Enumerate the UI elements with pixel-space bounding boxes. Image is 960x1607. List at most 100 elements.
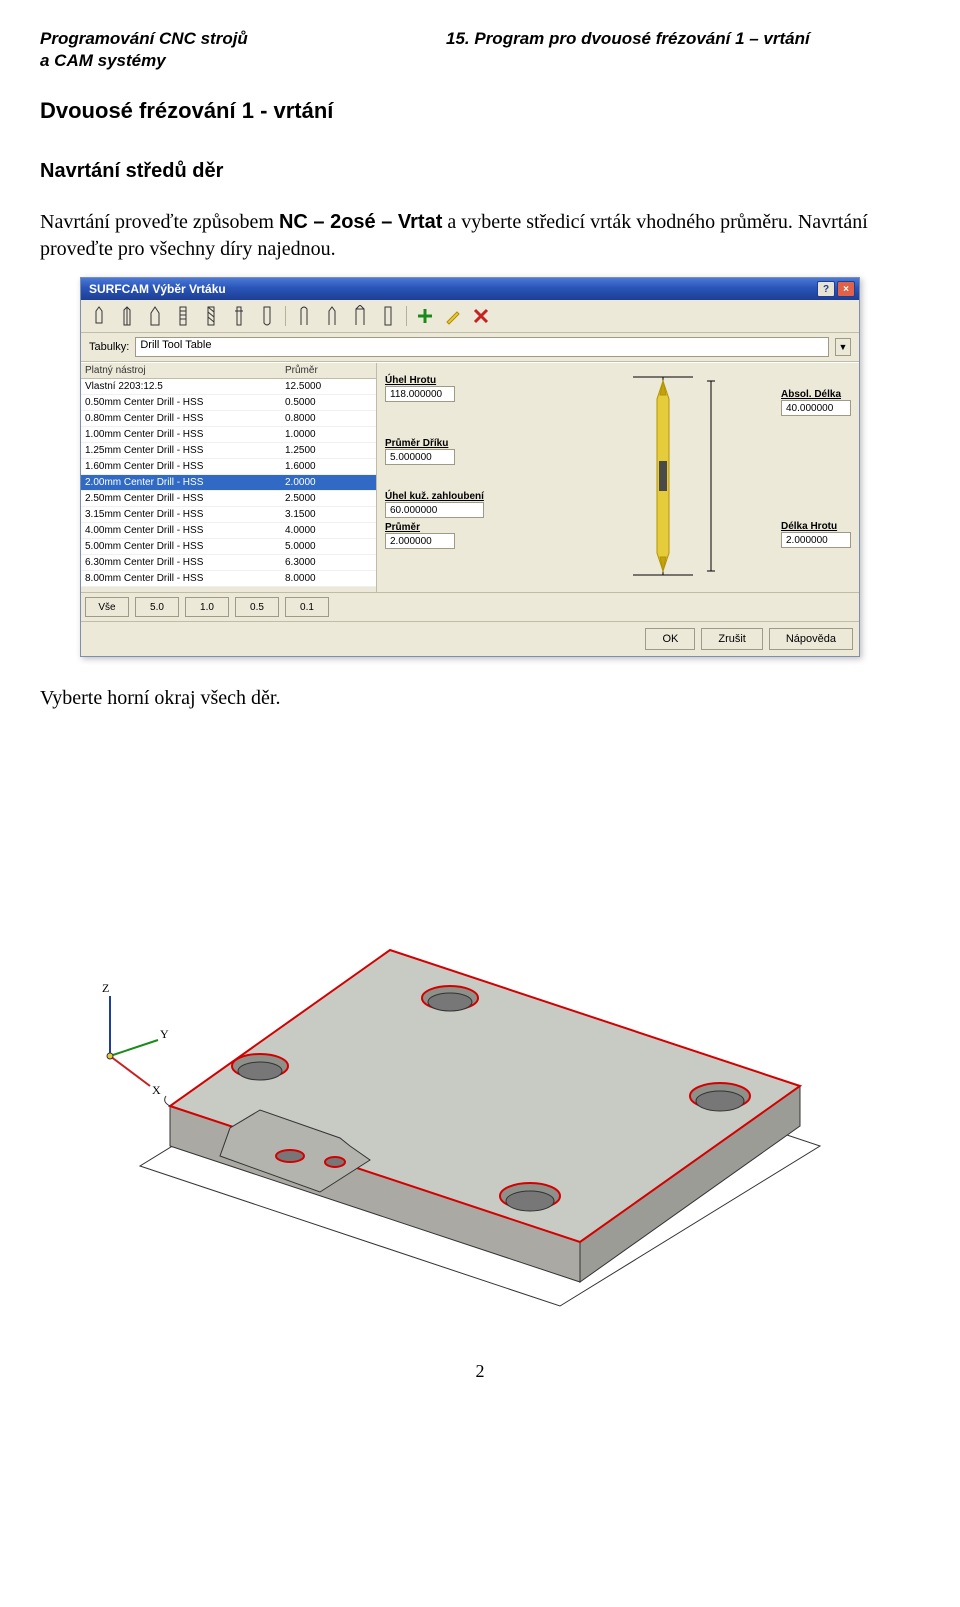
prumer-value[interactable]: 2.000000 [385, 533, 455, 549]
col-header-name[interactable]: Platný nástroj [85, 363, 285, 378]
tool-icon-5[interactable] [199, 304, 223, 328]
list-cell-name: 6.30mm Center Drill - HSS [85, 555, 285, 570]
prumer-label: Průměr [385, 522, 455, 533]
dialog-titlebar: SURFCAM Výběr Vrtáku ? × [81, 278, 859, 300]
abs-len-label: Absol. Délka [781, 389, 851, 400]
list-row[interactable]: 1.60mm Center Drill - HSS1.6000 [81, 459, 376, 475]
help-button[interactable]: ? [817, 281, 835, 297]
list-cell-dia: 0.5000 [285, 395, 365, 410]
edit-tool-icon[interactable] [441, 304, 465, 328]
list-row[interactable]: 4.00mm Center Drill - HSS4.0000 [81, 523, 376, 539]
list-row[interactable]: 6.30mm Center Drill - HSS6.3000 [81, 555, 376, 571]
filter-button[interactable]: Vše [85, 597, 129, 617]
shank-dia-value[interactable]: 5.000000 [385, 449, 455, 465]
page-header: Programování CNC strojů a CAM systémy 15… [40, 28, 920, 72]
tool-icon-1[interactable] [87, 304, 111, 328]
list-row[interactable]: 8.00mm Center Drill - HSS8.0000 [81, 571, 376, 587]
svg-text:Z: Z [102, 981, 109, 995]
list-body: Vlastní 2203:12.512.50000.50mm Center Dr… [81, 379, 376, 587]
list-cell-dia: 2.5000 [285, 491, 365, 506]
tool-icon-3[interactable] [143, 304, 167, 328]
delete-tool-icon[interactable] [469, 304, 493, 328]
list-cell-name: 2.00mm Center Drill - HSS [85, 475, 285, 490]
cone-angle-label: Úhel kuž. zahloubení [385, 491, 484, 502]
list-cell-dia: 1.6000 [285, 459, 365, 474]
list-cell-name: 8.00mm Center Drill - HSS [85, 571, 285, 586]
tables-row: Tabulky: Drill Tool Table ▼ [81, 333, 859, 362]
tip-len-value[interactable]: 2.000000 [781, 532, 851, 548]
close-button[interactable]: × [837, 281, 855, 297]
dialog-toolbar [81, 300, 859, 333]
svg-text:Y: Y [160, 1027, 169, 1041]
filter-button[interactable]: 0.5 [235, 597, 279, 617]
tables-select[interactable]: Drill Tool Table [135, 337, 829, 357]
tool-icon-10[interactable] [348, 304, 372, 328]
list-cell-name: 0.50mm Center Drill - HSS [85, 395, 285, 410]
list-header: Platný nástroj Průměr [81, 363, 376, 379]
list-cell-dia: 5.0000 [285, 539, 365, 554]
abs-len-value[interactable]: 40.000000 [781, 400, 851, 416]
shank-dia-label: Průměr Dříku [385, 438, 455, 449]
list-cell-name: 1.00mm Center Drill - HSS [85, 427, 285, 442]
toolbar-separator-1 [285, 306, 286, 326]
filter-button[interactable]: 1.0 [185, 597, 229, 617]
ok-button[interactable]: OK [645, 628, 695, 650]
tool-icon-11[interactable] [376, 304, 400, 328]
list-cell-dia: 2.0000 [285, 475, 365, 490]
body-nc: NC – 2osé – Vrtat [279, 211, 442, 233]
list-row[interactable]: 0.50mm Center Drill - HSS0.5000 [81, 395, 376, 411]
list-cell-name: 3.15mm Center Drill - HSS [85, 507, 285, 522]
cone-angle-value[interactable]: 60.000000 [385, 502, 484, 518]
tool-icon-4[interactable] [171, 304, 195, 328]
header-left: Programování CNC strojů a CAM systémy [40, 28, 436, 72]
list-row[interactable]: 0.80mm Center Drill - HSS0.8000 [81, 411, 376, 427]
list-cell-dia: 1.2500 [285, 443, 365, 458]
filter-button[interactable]: 5.0 [135, 597, 179, 617]
dialog-body: Platný nástroj Průměr Vlastní 2203:12.51… [81, 362, 859, 592]
dialog-actions: OK Zrušit Nápověda [81, 621, 859, 656]
list-row[interactable]: 2.50mm Center Drill - HSS2.5000 [81, 491, 376, 507]
list-row[interactable]: 2.00mm Center Drill - HSS2.0000 [81, 475, 376, 491]
col-header-dia[interactable]: Průměr [285, 363, 365, 378]
svg-text:X: X [152, 1083, 161, 1097]
tool-icon-7[interactable] [255, 304, 279, 328]
cancel-button[interactable]: Zrušit [701, 628, 763, 650]
tool-icon-6[interactable] [227, 304, 251, 328]
list-cell-name: 1.60mm Center Drill - HSS [85, 459, 285, 474]
tables-dropdown-arrow[interactable]: ▼ [835, 338, 851, 356]
body-pre: Navrtání proveďte způsobem [40, 211, 279, 233]
list-row[interactable]: 1.00mm Center Drill - HSS1.0000 [81, 427, 376, 443]
drill-select-dialog: SURFCAM Výběr Vrtáku ? × Tabulky: Drill … [80, 277, 860, 657]
tip-angle-label: Úhel Hrotu [385, 375, 455, 386]
list-row[interactable]: 5.00mm Center Drill - HSS5.0000 [81, 539, 376, 555]
tip-len-label: Délka Hrotu [781, 521, 851, 532]
header-left-line1: Programování CNC strojů [40, 29, 248, 48]
list-cell-dia: 1.0000 [285, 427, 365, 442]
list-cell-name: 5.00mm Center Drill - HSS [85, 539, 285, 554]
tables-label: Tabulky: [89, 341, 129, 353]
toolbar-separator-2 [406, 306, 407, 326]
list-cell-name: 2.50mm Center Drill - HSS [85, 491, 285, 506]
list-row[interactable]: 3.15mm Center Drill - HSS3.1500 [81, 507, 376, 523]
tool-icon-2[interactable] [115, 304, 139, 328]
list-row[interactable]: 1.25mm Center Drill - HSS1.2500 [81, 443, 376, 459]
cad-figure: Z Y X [80, 726, 860, 1331]
list-cell-name: 0.80mm Center Drill - HSS [85, 411, 285, 426]
tool-icon-9[interactable] [320, 304, 344, 328]
dialog-title: SURFCAM Výběr Vrtáku [89, 282, 226, 296]
list-cell-dia: 8.0000 [285, 571, 365, 586]
list-cell-dia: 6.3000 [285, 555, 365, 570]
list-cell-dia: 4.0000 [285, 523, 365, 538]
header-left-line2: a CAM systémy [40, 51, 166, 70]
tip-angle-value[interactable]: 118.000000 [385, 386, 455, 402]
help-button[interactable]: Nápověda [769, 628, 853, 650]
add-tool-icon[interactable] [413, 304, 437, 328]
section-title: Dvouosé frézování 1 - vrtání [40, 98, 920, 124]
filter-button[interactable]: 0.1 [285, 597, 329, 617]
tool-list: Platný nástroj Průměr Vlastní 2203:12.51… [81, 363, 377, 592]
tool-icon-8[interactable] [292, 304, 316, 328]
list-row[interactable]: Vlastní 2203:12.512.5000 [81, 379, 376, 395]
list-cell-name: 4.00mm Center Drill - HSS [85, 523, 285, 538]
list-cell-name: 1.25mm Center Drill - HSS [85, 443, 285, 458]
list-cell-dia: 3.1500 [285, 507, 365, 522]
